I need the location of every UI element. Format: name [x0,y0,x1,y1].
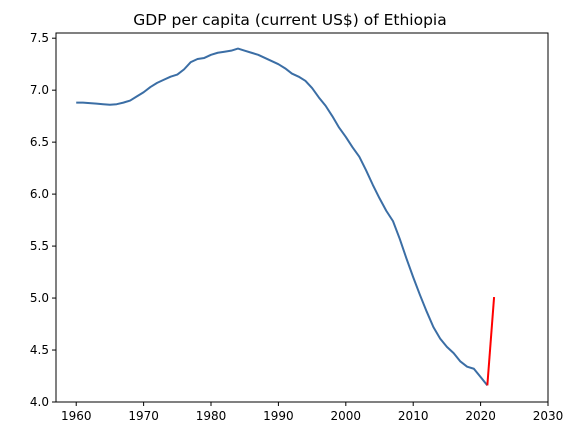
y-tick-label: 7.5 [30,31,49,45]
y-tick-label: 6.5 [30,135,49,149]
x-tick-label: 1970 [128,409,159,423]
y-tick-label: 4.5 [30,343,49,357]
y-tick-label: 6.0 [30,187,49,201]
axes-frame [55,32,549,403]
x-tick-label: 1960 [61,409,92,423]
axes-layer: 1960 1970 1980 1990 2000 2010 2020 2030 4.0 4.5 5.… [30,31,563,423]
y-tick-label: 5.5 [30,239,49,253]
series-line-1 [76,47,489,386]
x-tick-label: 2000 [331,409,362,423]
x-tick-label: 2010 [398,409,429,423]
series-layer [76,47,496,386]
x-tick-label: 1980 [196,409,227,423]
y-tick-label: 4.0 [30,395,49,409]
y-tick-label: 5.0 [30,291,49,305]
x-tick-label: 1990 [263,409,294,423]
series-line-2 [486,296,496,386]
y-tick-label: 7.0 [30,83,49,97]
chart-title: GDP per capita (current US$) of Ethiopia [133,11,446,29]
x-tick-label: 2030 [533,409,564,423]
x-tick-label: 2020 [465,409,496,423]
